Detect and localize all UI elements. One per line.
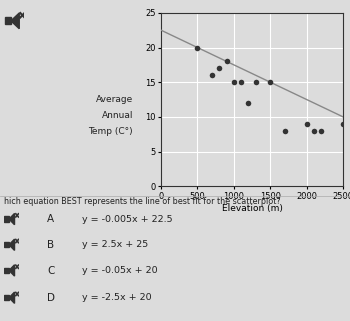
- Point: [231, 80, 237, 85]
- Polygon shape: [4, 242, 9, 247]
- Polygon shape: [4, 295, 9, 300]
- X-axis label: Elevation (m): Elevation (m): [222, 204, 282, 213]
- Text: D: D: [47, 293, 55, 303]
- Point: [267, 80, 273, 85]
- Point: [209, 73, 215, 78]
- Text: y = -0.05x + 20: y = -0.05x + 20: [82, 266, 158, 275]
- Point: [340, 121, 346, 126]
- Point: [238, 80, 244, 85]
- Point: [311, 128, 317, 133]
- Polygon shape: [9, 265, 14, 276]
- Text: A: A: [47, 214, 54, 224]
- Text: B: B: [47, 240, 54, 250]
- Text: y = -2.5x + 20: y = -2.5x + 20: [82, 293, 152, 302]
- Point: [216, 66, 222, 71]
- Polygon shape: [9, 213, 14, 225]
- Text: Average: Average: [96, 95, 133, 104]
- Point: [304, 121, 309, 126]
- Point: [282, 128, 288, 133]
- Polygon shape: [4, 216, 9, 222]
- Point: [253, 80, 258, 85]
- Polygon shape: [9, 239, 14, 250]
- Text: y = -0.005x + 22.5: y = -0.005x + 22.5: [82, 215, 173, 224]
- Text: y = 2.5x + 25: y = 2.5x + 25: [82, 240, 148, 249]
- Polygon shape: [11, 13, 19, 29]
- Text: Temp (C°): Temp (C°): [88, 127, 133, 136]
- Point: [195, 45, 200, 50]
- Text: C: C: [47, 265, 55, 276]
- Text: Annual: Annual: [102, 111, 133, 120]
- Point: [246, 100, 251, 106]
- Polygon shape: [4, 268, 9, 273]
- Polygon shape: [5, 17, 11, 24]
- Text: hich equation BEST represents the line of best fit for the scatterplot?: hich equation BEST represents the line o…: [4, 197, 280, 206]
- Polygon shape: [9, 292, 14, 303]
- Point: [318, 128, 324, 133]
- Point: [224, 59, 229, 64]
